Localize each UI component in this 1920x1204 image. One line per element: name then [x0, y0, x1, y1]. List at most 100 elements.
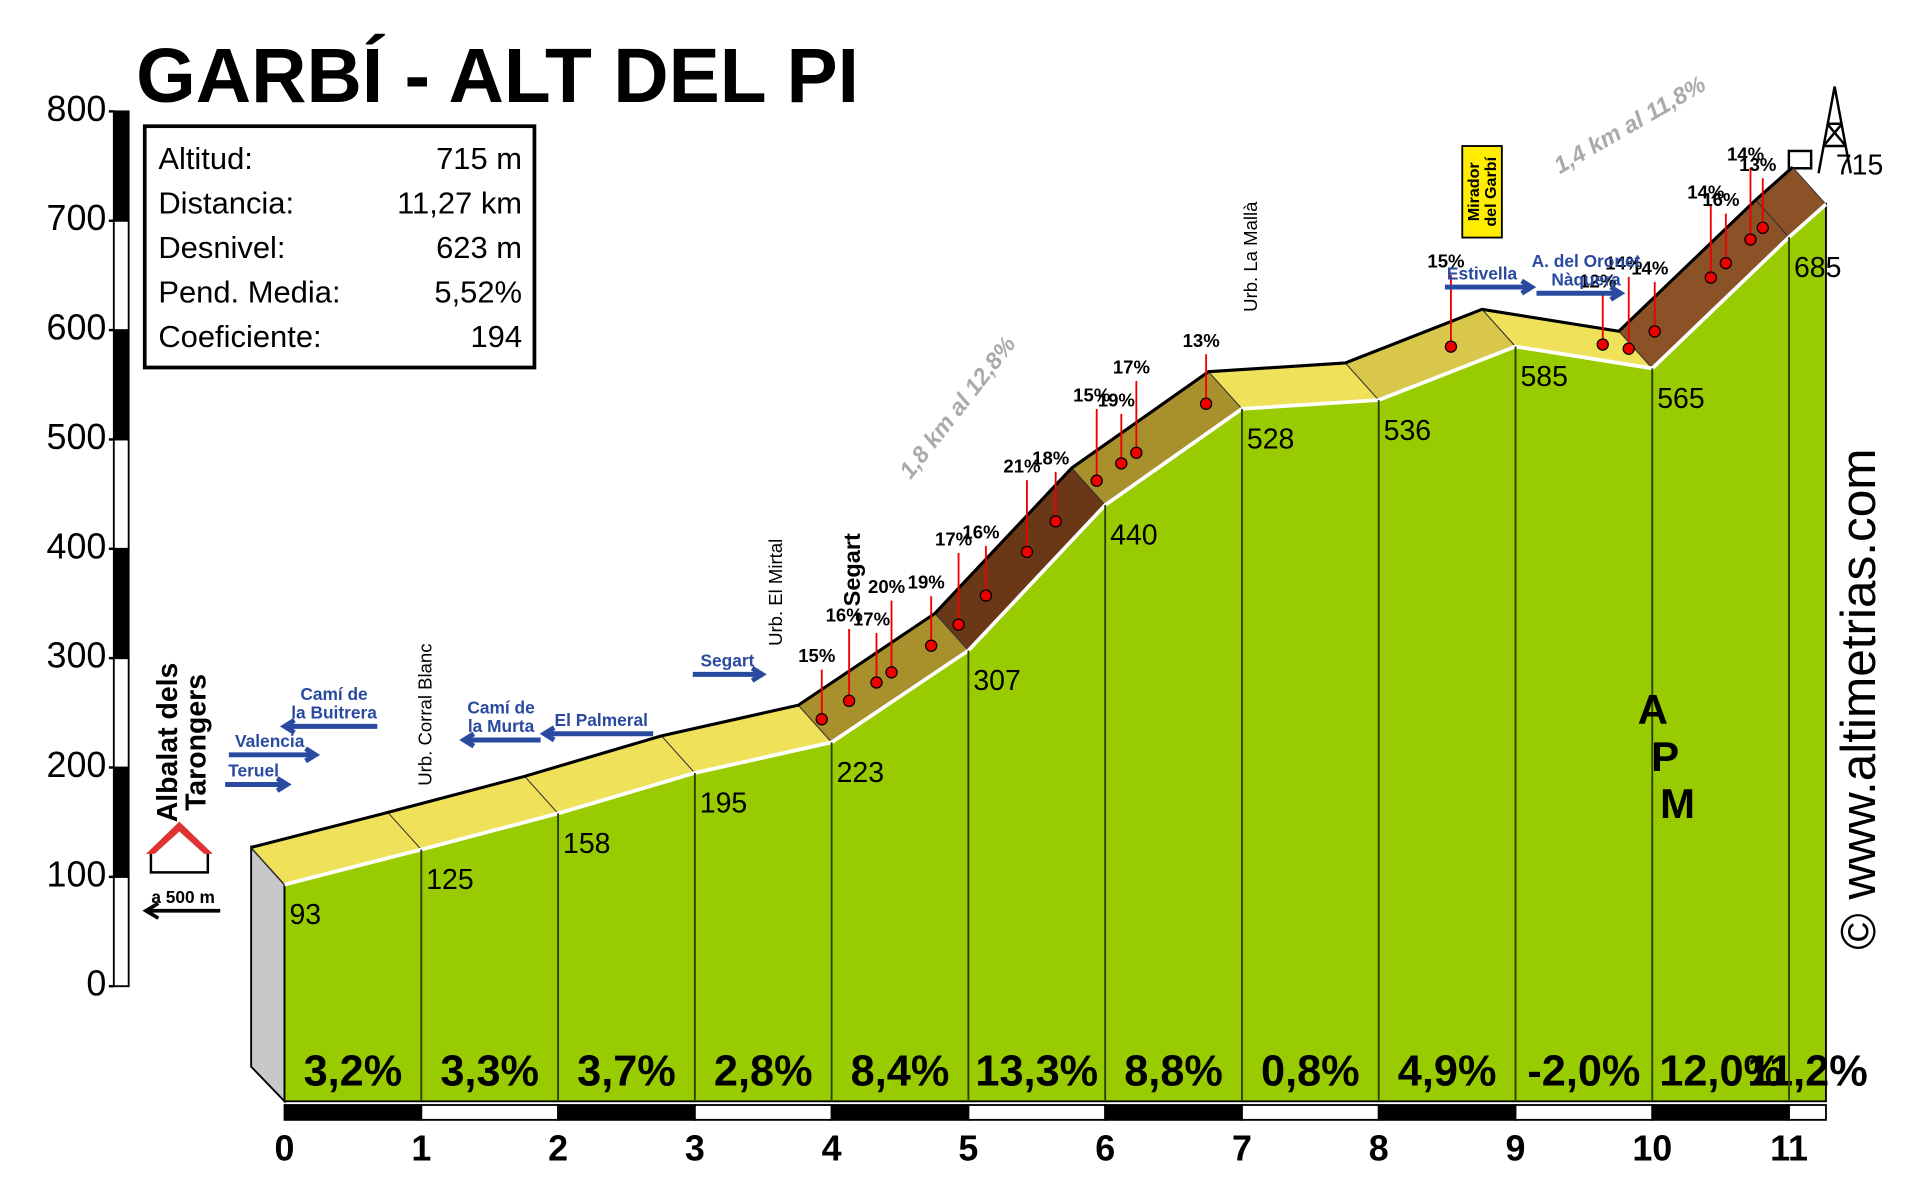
stats-box: [142, 124, 537, 370]
x-axis-segment: [283, 1104, 423, 1121]
gradient-label: -2,0%: [1527, 1048, 1640, 1096]
x-axis-segment: [1514, 1104, 1654, 1121]
elevation-label: 715: [1836, 150, 1883, 182]
gradient-label: 2,8%: [714, 1048, 813, 1096]
slope-note: 1,8 km al 12,8%: [894, 331, 1021, 483]
mirador-label: del Garbí: [1482, 156, 1500, 226]
spot-dot: [1444, 340, 1458, 353]
y-axis-segment: [112, 219, 130, 332]
spot-dot: [842, 694, 856, 708]
stat-label: Altitud:: [158, 141, 253, 176]
gradient-label: 3,7%: [577, 1048, 676, 1096]
spot-label: 12%: [1579, 271, 1616, 292]
spot-label: 18%: [1032, 447, 1069, 468]
gradient-label: 0,8%: [1261, 1048, 1360, 1096]
x-axis-segment: [830, 1104, 970, 1121]
x-tick-label: 9: [1506, 1128, 1526, 1168]
start-distance: a 500 m: [151, 887, 215, 907]
spot-dot: [952, 618, 965, 631]
spot-label: 17%: [853, 608, 890, 629]
sign-arrow: [279, 718, 378, 735]
elevation-label: 685: [1794, 252, 1841, 284]
spot-dot: [1648, 325, 1661, 338]
sign-arrow: [225, 776, 292, 793]
start-house: [149, 824, 210, 874]
sign-label: Nàquera: [1551, 269, 1621, 289]
spot-label: 15%: [798, 645, 835, 666]
slope-note: 1,4 km al 11,8%: [1549, 71, 1710, 179]
mirador-label: Mirador: [1465, 162, 1483, 222]
elevation-label: 440: [1110, 520, 1157, 552]
gradient-label: 11,2%: [1747, 1048, 1867, 1096]
y-axis-segment: [112, 438, 130, 550]
x-axis-segment: [1651, 1104, 1790, 1121]
x-tick-label: 5: [958, 1128, 978, 1168]
x-axis-segment: [693, 1104, 833, 1121]
spot-label: 13%: [1183, 330, 1220, 351]
y-tick-label: 800: [47, 89, 107, 129]
y-axis-segment: [112, 110, 130, 222]
start-arrow: [142, 901, 221, 920]
spot-dot: [1719, 256, 1733, 270]
sign-label: El Palmeral: [555, 710, 648, 730]
x-tick-label: 7: [1232, 1128, 1252, 1168]
stat-value: 11,27 km: [397, 186, 522, 221]
y-axis-segment: [112, 547, 130, 660]
y-tick-label: 700: [47, 198, 107, 238]
spot-label: 16%: [1702, 189, 1739, 210]
x-tick-label: 8: [1369, 1128, 1389, 1168]
credit: © www.altimetrias.com: [1831, 449, 1886, 950]
x-tick-label: 4: [822, 1128, 842, 1168]
spot-dot: [1704, 271, 1717, 284]
x-tick-label: 6: [1095, 1128, 1115, 1168]
stat-value: 715 m: [436, 141, 522, 176]
sign-label: Estivella: [1447, 263, 1518, 283]
x-axis-segment: [1241, 1104, 1380, 1121]
spot-label: 13%: [1739, 154, 1776, 175]
spot-label: 17%: [935, 528, 972, 549]
side-face: [250, 844, 286, 1104]
elevation-label: 195: [700, 788, 747, 820]
elevation-label: 536: [1384, 415, 1431, 447]
gradient-label: 13,3%: [975, 1048, 1098, 1096]
gradient-label: 4,9%: [1398, 1048, 1497, 1096]
stat-value: 623 m: [436, 230, 522, 265]
elevation-label: 565: [1657, 383, 1704, 415]
elevation-label: 223: [837, 757, 884, 789]
elevation-label: 585: [1520, 361, 1567, 393]
x-tick-label: 1: [411, 1128, 431, 1168]
spot-dot: [870, 676, 883, 689]
start-name: Albalat dels: [152, 663, 184, 823]
gradient-label: 3,2%: [304, 1048, 403, 1096]
x-tick-label: 3: [685, 1128, 705, 1168]
sign-label: Segart: [700, 651, 754, 671]
spot-label: 16%: [962, 522, 999, 543]
gradient-label: 8,8%: [1124, 1048, 1223, 1096]
x-tick-label: 0: [275, 1128, 295, 1168]
place-label: Urb. El Mirtal: [765, 539, 786, 646]
stat-label: Pend. Media:: [158, 275, 340, 310]
spot-dot: [979, 589, 993, 602]
y-tick-label: 500: [47, 417, 107, 457]
spot-dot: [1020, 545, 1034, 559]
logo-letter: P: [1651, 733, 1679, 780]
spot-dot: [1622, 342, 1635, 355]
stat-value: 5,52%: [434, 275, 522, 310]
sign-label: Camí de: [300, 684, 368, 704]
logo-letter: M: [1660, 780, 1695, 827]
spot-label: 14%: [1605, 252, 1642, 273]
y-tick-label: 300: [47, 636, 107, 676]
sign-arrow: [1444, 278, 1537, 296]
spot-label: 20%: [868, 576, 905, 597]
profile-back-edge: [250, 166, 1794, 849]
spot-dot: [925, 639, 938, 652]
spot-dot: [1090, 474, 1103, 487]
sign-arrow: [228, 746, 321, 764]
spot-label: 15%: [1073, 384, 1110, 405]
stat-value: 194: [470, 319, 522, 354]
spot-dot: [1199, 397, 1213, 410]
y-tick-label: 400: [47, 526, 107, 566]
y-tick-label: 100: [47, 854, 107, 894]
